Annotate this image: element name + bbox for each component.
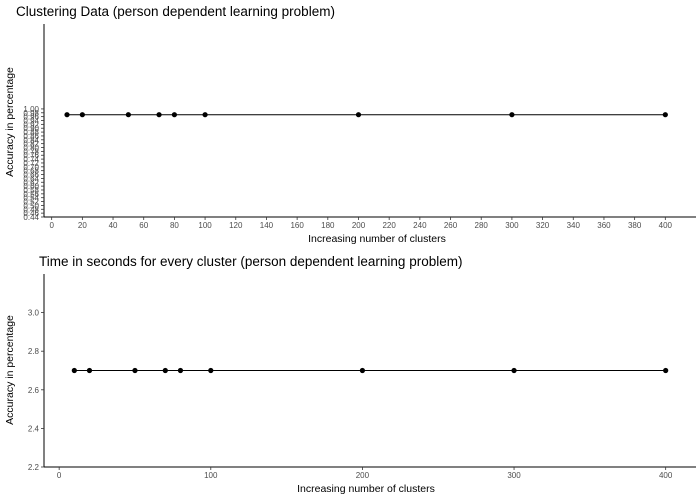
y-tick-label: 0.54 — [23, 194, 39, 203]
y-tick-label: 0.50 — [23, 201, 39, 210]
y-tick-label: 3.0 — [28, 309, 40, 318]
chart-title: Time in seconds for every cluster (perso… — [39, 254, 462, 269]
y-tick-label: 2.8 — [28, 347, 40, 356]
x-tick-label: 400 — [659, 471, 673, 480]
series — [64, 112, 668, 118]
data-point — [64, 112, 70, 118]
y-tick-label: 0.56 — [23, 190, 39, 199]
x-axis-label: Increasing number of clusters — [297, 483, 435, 495]
series — [71, 367, 669, 374]
data-point — [511, 367, 517, 374]
chart-time: Time in seconds for every cluster (perso… — [4, 254, 696, 495]
x-tick-label: 340 — [567, 221, 581, 230]
x-tick-label: 360 — [597, 221, 611, 230]
y-tick-label: 0.58 — [23, 186, 39, 195]
y-tick-label: 0.52 — [23, 198, 39, 207]
y-axis-label: Accuracy in percentage — [4, 67, 16, 177]
data-point — [125, 112, 131, 118]
y-tick-label: 2.4 — [28, 424, 40, 433]
y-tick-label: 0.86 — [23, 132, 39, 141]
axes — [43, 274, 696, 468]
y-tick-label: 0.48 — [23, 205, 39, 214]
y-tick-label: 0.60 — [23, 182, 39, 191]
x-tick-label: 160 — [290, 221, 304, 230]
data-point — [177, 367, 184, 374]
y-tick-label: 0.70 — [23, 163, 39, 172]
x-tick-label: 260 — [444, 221, 458, 230]
y-tick-label: 0.46 — [23, 209, 39, 218]
y-tick-label: 0.88 — [23, 128, 39, 137]
y-axis-label: Accuracy in percentage — [4, 315, 16, 425]
x-tick-label: 400 — [659, 221, 673, 230]
data-point — [79, 112, 85, 118]
x-tick-label: 240 — [413, 221, 427, 230]
x-tick-label: 100 — [204, 471, 218, 480]
y-tick-label: 0.62 — [23, 178, 39, 187]
y-tick-label: 0.64 — [23, 174, 39, 183]
x-tick-label: 300 — [507, 471, 521, 480]
y-tick-label: 2.2 — [28, 463, 40, 472]
x-ticks: 0 100 200 300 400 — [57, 467, 673, 480]
y-tick-label: 0.92 — [23, 120, 39, 129]
y-tick-label: 0.76 — [23, 151, 39, 160]
y-tick-label: 0.68 — [23, 167, 39, 176]
y-tick-label: 1.00 — [23, 105, 39, 114]
data-point — [509, 112, 515, 118]
y-tick-label: 0.84 — [23, 136, 39, 145]
data-point — [355, 112, 362, 118]
data-point — [663, 367, 669, 374]
y-ticks: 0.440.460.480.500.520.540.560.580.600.62… — [23, 105, 44, 222]
x-tick-label: 220 — [382, 221, 396, 230]
y-tick-label: 0.82 — [23, 140, 39, 149]
data-point — [171, 112, 177, 118]
data-point — [162, 367, 168, 374]
y-tick-label: 0.74 — [23, 155, 39, 164]
y-tick-label: 0.96 — [23, 113, 39, 122]
x-tick-label: 0 — [49, 221, 54, 230]
x-tick-label: 180 — [321, 221, 335, 230]
x-tick-label: 300 — [505, 221, 519, 230]
y-tick-label: 0.80 — [23, 144, 39, 153]
y-ticks: 2.2 2.4 2.6 2.8 3.0 — [28, 309, 44, 472]
x-tick-label: 100 — [198, 221, 212, 230]
x-tick-label: 140 — [260, 221, 274, 230]
data-point — [132, 367, 138, 374]
data-point — [202, 112, 208, 118]
x-tick-label: 120 — [229, 221, 243, 230]
y-tick-label: 0.66 — [23, 171, 39, 180]
data-point — [86, 367, 93, 374]
x-tick-label: 200 — [352, 221, 366, 230]
x-ticks: 0 20 40 60 80 100 120 140 160 180 200 220 240 260 280 3… — [49, 217, 673, 230]
x-tick-label: 280 — [475, 221, 489, 230]
data-point — [156, 112, 162, 118]
data-point — [71, 367, 77, 374]
x-tick-label: 20 — [78, 221, 87, 230]
x-tick-label: 380 — [628, 221, 642, 230]
chart-accuracy: Clustering Data (person dependent learni… — [4, 4, 696, 245]
data-point — [359, 367, 366, 374]
y-tick-label: 0.94 — [23, 117, 39, 126]
x-tick-label: 60 — [139, 221, 148, 230]
data-point — [662, 112, 668, 118]
axes — [43, 24, 696, 218]
y-tick-label: 0.90 — [23, 124, 39, 133]
x-tick-label: 40 — [109, 221, 118, 230]
y-tick-label: 2.6 — [28, 386, 40, 395]
x-tick-label: 0 — [57, 471, 62, 480]
y-tick-label: 0.72 — [23, 159, 39, 168]
chart-title: Clustering Data (person dependent learni… — [16, 4, 335, 19]
x-tick-label: 80 — [170, 221, 179, 230]
y-tick-label: 0.44 — [23, 213, 39, 222]
data-point — [208, 367, 214, 374]
x-tick-label: 200 — [356, 471, 370, 480]
y-tick-label: 0.78 — [23, 147, 39, 156]
x-tick-label: 320 — [536, 221, 550, 230]
y-tick-label: 0.98 — [23, 109, 39, 118]
x-axis-label: Increasing number of clusters — [308, 233, 446, 245]
